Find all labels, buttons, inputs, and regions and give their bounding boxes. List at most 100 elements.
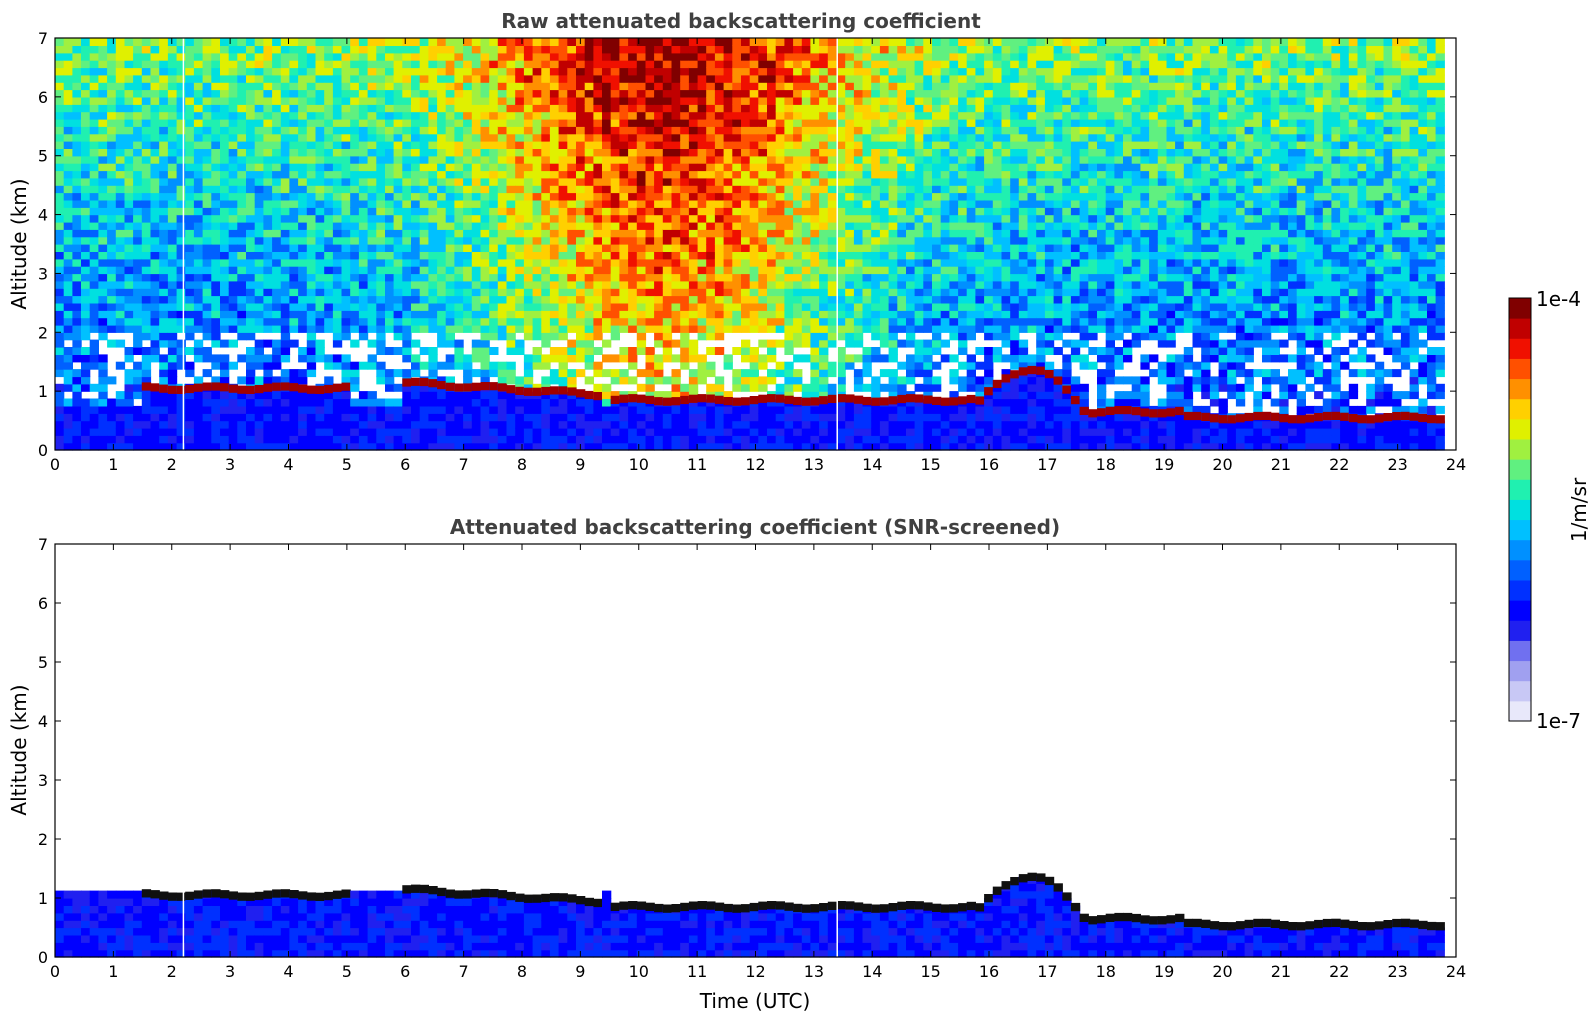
heatmap-cell xyxy=(636,427,647,436)
heatmap-cell xyxy=(367,177,377,186)
heatmap-cell xyxy=(341,60,351,69)
heatmap-cell xyxy=(784,199,794,208)
heatmap-cell xyxy=(237,442,247,451)
heatmap-cell xyxy=(350,361,360,370)
heatmap-cell xyxy=(671,288,681,297)
heatmap-cell xyxy=(523,74,534,83)
heatmap-cell xyxy=(549,177,560,186)
heatmap-cell xyxy=(714,82,725,91)
heatmap-cell xyxy=(298,442,308,451)
heatmap-cell xyxy=(758,52,768,61)
heatmap-cell xyxy=(645,214,655,223)
heatmap-cell xyxy=(315,104,325,113)
heatmap-cell xyxy=(688,280,699,289)
heatmap-cell xyxy=(506,280,516,289)
heatmap-cell xyxy=(393,133,403,142)
heatmap-cell xyxy=(98,405,108,414)
heatmap-cell xyxy=(228,398,238,407)
heatmap-cell xyxy=(72,38,82,46)
heatmap-cell xyxy=(506,391,516,400)
heatmap-cell xyxy=(159,236,169,245)
heatmap-cell xyxy=(741,317,751,326)
heatmap-cell xyxy=(480,185,490,194)
heatmap-cell xyxy=(98,67,108,76)
heatmap-cell xyxy=(141,324,152,333)
heatmap-cell xyxy=(767,347,777,355)
cloud-layer-cell xyxy=(549,386,560,395)
heatmap-cell xyxy=(72,251,82,260)
heatmap-cell xyxy=(193,82,204,91)
heatmap-cell xyxy=(853,192,864,201)
heatmap-cell xyxy=(454,280,464,289)
heatmap-cell xyxy=(246,229,256,238)
heatmap-cell xyxy=(541,111,551,120)
heatmap-cell xyxy=(784,435,794,444)
heatmap-cell xyxy=(706,104,716,113)
heatmap-cell xyxy=(376,82,386,91)
heatmap-cell xyxy=(489,96,499,105)
heatmap-cell xyxy=(671,383,681,392)
heatmap-cell xyxy=(662,185,673,194)
heatmap-cell xyxy=(541,310,551,319)
heatmap-cell xyxy=(593,332,603,341)
heatmap-cell xyxy=(602,104,612,113)
heatmap-cell xyxy=(593,266,603,275)
heatmap-cell xyxy=(671,163,681,172)
heatmap-cell xyxy=(98,192,108,201)
heatmap-cell xyxy=(827,310,838,319)
heatmap-cell xyxy=(176,96,186,105)
heatmap-cell xyxy=(228,96,238,105)
heatmap-cell xyxy=(758,74,768,83)
heatmap-cell xyxy=(489,435,499,444)
heatmap-cell xyxy=(714,317,725,326)
heatmap-cell xyxy=(697,163,707,172)
heatmap-cell xyxy=(767,413,777,422)
heatmap-cell xyxy=(228,221,238,230)
heatmap-cell xyxy=(376,369,386,378)
heatmap-cell xyxy=(541,302,551,311)
heatmap-cell xyxy=(558,207,568,216)
heatmap-cell xyxy=(454,420,464,429)
heatmap-cell xyxy=(775,317,785,326)
heatmap-cell xyxy=(167,74,178,83)
heatmap-cell xyxy=(63,38,73,46)
heatmap-cell xyxy=(671,60,681,69)
heatmap-cell xyxy=(523,141,534,149)
heatmap-cell xyxy=(801,60,812,69)
heatmap-cell xyxy=(810,67,820,76)
heatmap-cell xyxy=(741,324,751,333)
heatmap-cell xyxy=(332,133,343,142)
heatmap-cell xyxy=(89,52,99,61)
heatmap-cell xyxy=(419,383,429,392)
heatmap-cell xyxy=(845,420,855,429)
heatmap-cell xyxy=(150,67,160,76)
heatmap-cell xyxy=(211,295,221,304)
heatmap-cell xyxy=(688,427,699,436)
heatmap-cell xyxy=(793,369,803,378)
heatmap-cell xyxy=(280,369,291,378)
heatmap-cell xyxy=(767,96,777,105)
heatmap-cell xyxy=(141,273,152,282)
heatmap-cell xyxy=(428,133,438,142)
heatmap-cell xyxy=(541,221,551,230)
heatmap-cell xyxy=(827,170,838,179)
heatmap-cell xyxy=(298,67,308,76)
heatmap-cell xyxy=(254,354,264,363)
heatmap-cell xyxy=(801,111,812,120)
heatmap-cell xyxy=(211,133,221,142)
heatmap-cell xyxy=(437,192,447,201)
heatmap-cell xyxy=(645,244,655,252)
heatmap-cell xyxy=(489,347,499,355)
heatmap-cell xyxy=(671,244,681,252)
heatmap-cell xyxy=(332,310,343,319)
heatmap-cell xyxy=(211,339,221,348)
heatmap-cell xyxy=(254,155,264,164)
heatmap-cell xyxy=(662,148,673,157)
heatmap-cell xyxy=(793,273,803,282)
heatmap-cell xyxy=(237,199,247,208)
heatmap-cell xyxy=(385,288,395,297)
heatmap-cell xyxy=(385,221,395,230)
heatmap-cell xyxy=(306,229,317,238)
heatmap-cell xyxy=(350,251,360,260)
heatmap-cell xyxy=(489,207,499,216)
